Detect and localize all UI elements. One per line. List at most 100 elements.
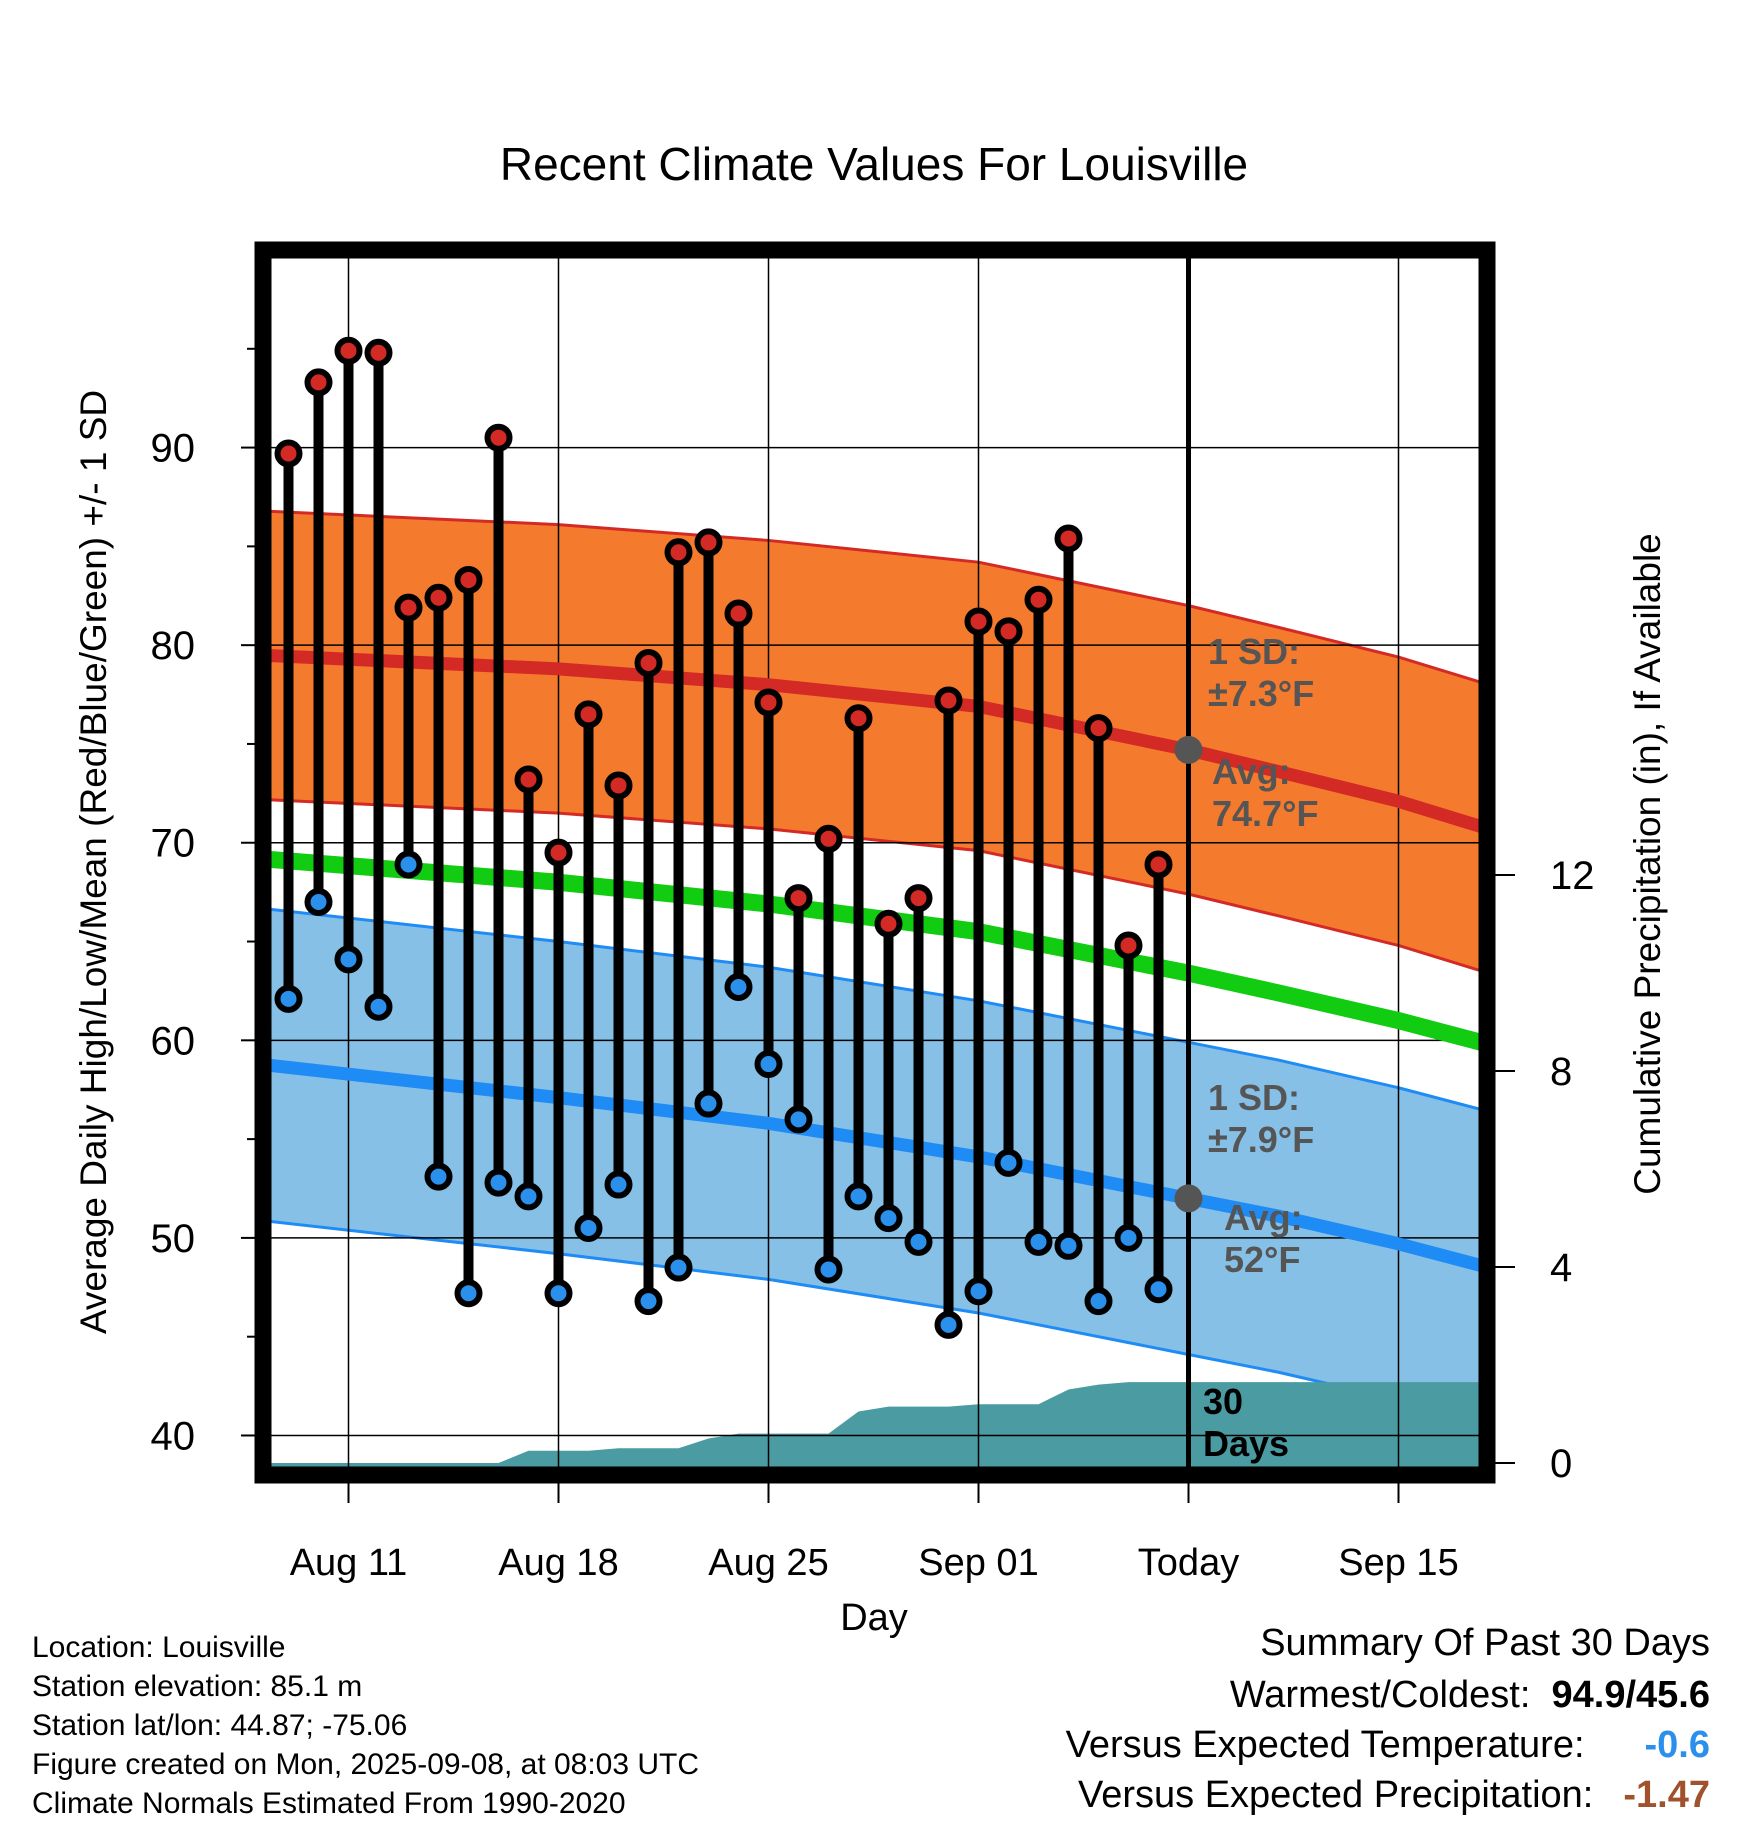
summary-temp-label: Versus Expected Temperature: — [1065, 1724, 1585, 1766]
daily-high-point — [424, 583, 453, 612]
daily-low-point — [394, 850, 423, 879]
daily-low-point — [304, 888, 333, 917]
high-sd-band — [263, 511, 1487, 973]
daily-high-point — [754, 688, 783, 717]
daily-high-point — [724, 599, 753, 628]
daily-low-point — [334, 945, 363, 974]
high-normal-line — [263, 648, 1487, 836]
y-tick-label: 80 — [151, 624, 196, 668]
daily-low-point — [694, 1089, 723, 1118]
daily-low-point — [544, 1279, 573, 1308]
info-location: Location: Louisville — [32, 1631, 286, 1664]
days-annotation: 30 Days — [1203, 1381, 1289, 1464]
daily-low-point — [514, 1182, 543, 1211]
daily-low-point — [454, 1279, 483, 1308]
daily-low-point — [484, 1168, 513, 1197]
summary-precip-label: Versus Expected Precipitation: — [1077, 1774, 1594, 1816]
daily-low-point — [994, 1148, 1023, 1177]
x-tick-label: Aug 25 — [708, 1542, 828, 1584]
y2-tick-label: 0 — [1550, 1442, 1572, 1486]
high-avg-annotation: Avg: 74.7°F — [1212, 751, 1318, 834]
daily-low-point — [724, 972, 753, 1001]
x-tick-label: Aug 11 — [290, 1542, 408, 1584]
daily-low-point — [784, 1105, 813, 1134]
y-tick-label: 40 — [151, 1414, 196, 1458]
daily-high-point — [1024, 585, 1053, 614]
daily-low-point — [844, 1182, 873, 1211]
daily-high-point — [394, 593, 423, 622]
daily-low-point — [274, 984, 303, 1013]
daily-high-point — [784, 884, 813, 913]
daily-low-point — [1024, 1227, 1053, 1256]
x-axis-label: Day — [840, 1597, 908, 1639]
y2-tick-label: 4 — [1550, 1246, 1572, 1290]
daily-high-point — [964, 607, 993, 636]
daily-low-point — [664, 1253, 693, 1282]
daily-high-point — [1144, 850, 1173, 879]
y2-tick-label: 12 — [1550, 854, 1595, 898]
high-sd-upper-edge — [263, 509, 1487, 686]
x-tick-label: Sep 15 — [1338, 1542, 1458, 1584]
daily-low-point — [874, 1204, 903, 1233]
plot-frame — [254, 241, 1496, 1484]
info-latlon: Station lat/lon: 44.87; -75.06 — [32, 1709, 408, 1742]
daily-high-point — [454, 565, 483, 594]
daily-low-point — [814, 1255, 843, 1284]
daily-high-point — [304, 368, 333, 397]
daily-low-point — [1054, 1231, 1083, 1260]
daily-high-point — [874, 909, 903, 938]
summary-warmest-value: 94.9/45.6 — [1551, 1674, 1710, 1716]
low-sd-annotation: 1 SD: ±7.9°F — [1208, 1077, 1314, 1160]
daily-low-point — [574, 1214, 603, 1243]
daily-high-point — [334, 336, 363, 365]
low-sd-band — [263, 908, 1487, 1424]
precipitation-area — [263, 1382, 1487, 1475]
summary-temp-value: -0.6 — [1644, 1724, 1710, 1766]
daily-high-point — [844, 704, 873, 733]
plot-area: 1 SD: ±7.3°F Avg: 74.7°F 1 SD: ±7.9°F Avg: 52°F… — [263, 250, 1487, 1475]
info-elevation: Station elevation: 85.1 m — [32, 1670, 363, 1703]
daily-high-point — [1084, 714, 1113, 743]
summary-title: Summary Of Past 30 Days — [1260, 1622, 1710, 1664]
high-avg-marker — [1174, 735, 1203, 764]
daily-low-point — [904, 1227, 933, 1256]
daily-high-point — [994, 617, 1023, 646]
daily-high-point — [934, 686, 963, 715]
chart-title: Recent Climate Values For Louisville — [500, 138, 1248, 190]
daily-high-point — [274, 439, 303, 468]
y-axis-label: Average Daily High/Low/Mean (Red/Blue/Gr… — [73, 390, 114, 1334]
x-tick-label: Today — [1138, 1542, 1239, 1584]
daily-low-point — [604, 1170, 633, 1199]
daily-high-point — [364, 338, 393, 367]
summary-temp-row: Versus Expected Temperature: -0.6 — [1066, 1724, 1710, 1767]
daily-high-point — [694, 528, 723, 557]
daily-high-point — [664, 538, 693, 567]
low-avg-annotation: Avg: 52°F — [1224, 1197, 1303, 1280]
daily-low-point — [934, 1310, 963, 1339]
x-tick-label: Aug 18 — [498, 1542, 618, 1584]
info-created: Figure created on Mon, 2025-09-08, at 08… — [32, 1748, 700, 1781]
daily-low-point — [364, 992, 393, 1021]
y-tick-label: 50 — [151, 1217, 196, 1261]
daily-high-point — [544, 838, 573, 867]
summary-precip-row: Versus Expected Precipitation: -1.47 — [1078, 1774, 1710, 1817]
daily-low-point — [1144, 1275, 1173, 1304]
daily-high-point — [634, 648, 663, 677]
y-tick-label: 70 — [151, 822, 196, 866]
low-avg-marker — [1174, 1184, 1203, 1213]
daily-high-point — [514, 765, 543, 794]
daily-high-point — [1114, 931, 1143, 960]
y-tick-label: 90 — [151, 427, 196, 471]
daily-low-point — [424, 1162, 453, 1191]
x-tick-label: Sep 01 — [918, 1542, 1038, 1584]
summary-warmest-label: Warmest/Coldest: — [1229, 1674, 1531, 1716]
daily-low-point — [634, 1287, 663, 1316]
daily-low-point — [1084, 1287, 1113, 1316]
daily-high-point — [1054, 524, 1083, 553]
y-tick-label: 60 — [151, 1019, 196, 1063]
daily-low-point — [964, 1277, 993, 1306]
info-normals: Climate Normals Estimated From 1990-2020 — [32, 1787, 626, 1820]
daily-high-point — [814, 824, 843, 853]
daily-low-point — [754, 1050, 783, 1079]
